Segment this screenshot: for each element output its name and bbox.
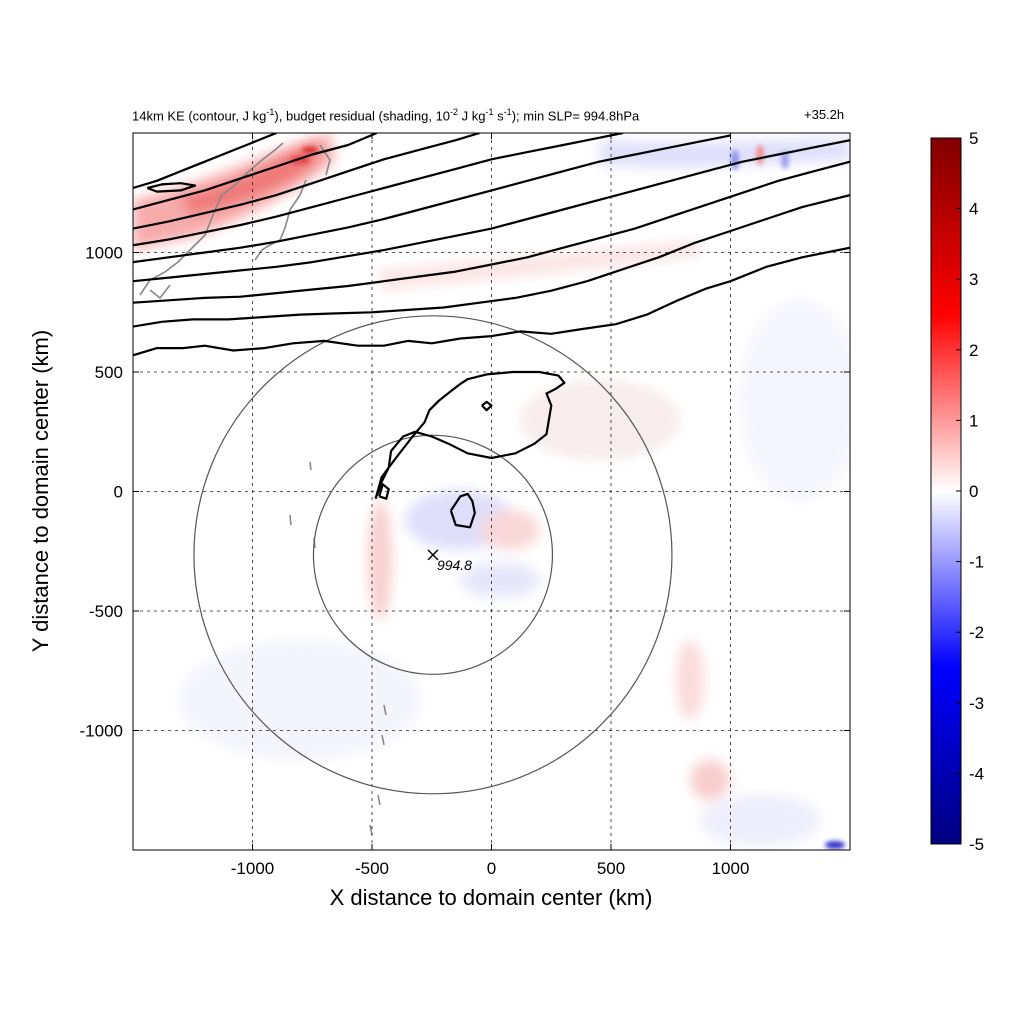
ke-contour-line xyxy=(133,134,731,264)
x-tick-label: -500 xyxy=(355,859,389,878)
ke-contour-line xyxy=(378,483,390,500)
colorbar-tick-label: -2 xyxy=(969,623,984,642)
ke-contour-line xyxy=(133,133,480,230)
title-superscript: -1 xyxy=(266,107,275,117)
grid xyxy=(133,133,850,850)
y-tick-label: 1000 xyxy=(85,244,123,263)
y-tick-label: -500 xyxy=(89,602,123,621)
range-rings xyxy=(193,315,673,795)
range-ring xyxy=(193,315,673,795)
chart-title: 14km KE (contour, J kg-1), budget residu… xyxy=(132,107,639,123)
title-segment: J kg xyxy=(458,108,486,124)
x-axis-label: X distance to domain center (km) xyxy=(330,885,653,910)
y-tick-label: -1000 xyxy=(80,722,123,741)
forecast-time: +35.2h xyxy=(804,107,845,122)
title-superscript: -1 xyxy=(503,107,512,117)
ke-contours xyxy=(133,133,850,529)
colorbar-tick-label: 1 xyxy=(969,411,978,430)
colorbar-tick-label: 4 xyxy=(969,200,978,219)
x-tick-label: -1000 xyxy=(231,859,274,878)
colorbar-tick-label: 0 xyxy=(969,482,978,501)
ke-contour-line xyxy=(133,194,850,328)
y-axis: -1000 -500 0 500 1000 xyxy=(80,244,850,741)
x-tick-label: 0 xyxy=(487,859,496,878)
ke-contour-line xyxy=(133,133,277,190)
colorbar-tick-label: -5 xyxy=(969,835,984,854)
storm-center: 994.8 xyxy=(427,549,472,573)
title-segment: s xyxy=(493,108,504,124)
ke-contour-line xyxy=(481,400,493,412)
ke-contour-line xyxy=(133,246,850,357)
ke-contour-line xyxy=(374,370,566,500)
x-axis: -1000 -500 0 500 1000 xyxy=(231,133,750,878)
title-superscript: -1 xyxy=(485,107,494,117)
colorbar-tick-label: -4 xyxy=(969,764,984,783)
colorbar-tick-label: 3 xyxy=(969,270,978,289)
ke-contour-line xyxy=(146,182,197,193)
colorbar-ticks: 5 4 3 2 1 0 -1 -2 -3 -4 -5 xyxy=(956,129,984,854)
x-tick-label: 1000 xyxy=(712,859,750,878)
title-segment: ); min SLP= 994.8hPa xyxy=(511,108,640,124)
min-slp-label: 994.8 xyxy=(437,557,472,573)
title-superscript: -2 xyxy=(450,107,459,117)
range-ring xyxy=(312,434,554,675)
ke-contour-line xyxy=(449,492,476,529)
title-segment: ), budget residual (shading, 10 xyxy=(274,108,451,124)
residual-shading xyxy=(133,133,850,849)
x-tick-label: 500 xyxy=(597,859,625,878)
title-segment: 14km KE (contour, J kg xyxy=(132,108,267,124)
ke-contour-line xyxy=(133,160,850,304)
colorbar-tick-label: -3 xyxy=(969,694,984,713)
colorbar-tick-label: -1 xyxy=(969,553,984,572)
ke-contour-line xyxy=(133,139,850,283)
colorbar-tick-label: 5 xyxy=(969,129,978,148)
y-axis-label: Y distance to domain center (km) xyxy=(28,330,53,652)
ke-contour-line xyxy=(133,133,378,211)
storm-center-cross-icon xyxy=(427,549,439,561)
ke-contour-line xyxy=(133,133,624,247)
y-tick-label: 500 xyxy=(95,363,123,382)
y-tick-label: 0 xyxy=(114,483,123,502)
colorbar-tick-label: 2 xyxy=(969,341,978,360)
